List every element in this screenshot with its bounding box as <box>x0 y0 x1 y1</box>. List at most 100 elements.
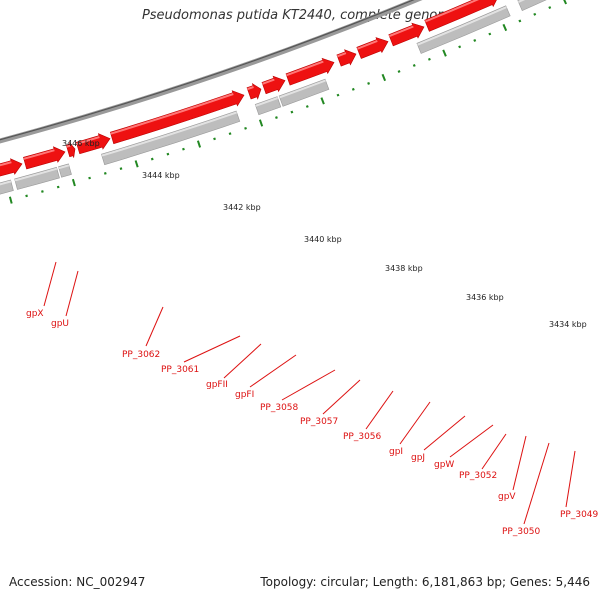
inner-tick-minor <box>488 32 492 36</box>
gene-label-gpj: gpJ <box>411 453 425 463</box>
gene-bar-1 <box>0 179 14 195</box>
gene-label-gpi: gpI <box>389 447 403 457</box>
genome-backbone <box>0 0 423 144</box>
inner-tick-minor <box>275 116 278 119</box>
backbone-edge <box>0 0 415 141</box>
gene-label-pp-3058: PP_3058 <box>260 403 299 413</box>
gene-label-pp-3049: PP_3049 <box>560 510 599 520</box>
inner-tick-major <box>8 196 13 204</box>
gene-arrow-10 <box>356 37 389 59</box>
inner-tick-minor <box>412 63 416 67</box>
scale-labels: 3446 kbp 3444 kbp 3442 kbp 3440 kbp 3438 kbp… <box>62 139 587 329</box>
backbone-line <box>0 0 423 144</box>
gene-label-gpfii: gpFII <box>206 380 228 390</box>
inner-tick-minor <box>182 147 185 151</box>
inner-tick-major <box>563 0 568 5</box>
gene-label-gpw: gpW <box>434 460 454 470</box>
inner-tick-minor <box>228 132 232 136</box>
gene-arrow-11 <box>388 22 425 47</box>
leader-gpfi <box>249 354 297 388</box>
gene-arrow-2 <box>23 146 66 170</box>
inner-tick-minor <box>397 70 401 73</box>
inner-tick-minor <box>533 12 537 16</box>
inner-tick-major <box>196 140 202 148</box>
inner-tick-minor <box>166 152 170 156</box>
scale-label-3436-kbp: 3436 kbp <box>466 293 504 302</box>
gene-label-pp-3050: PP_3050 <box>502 527 541 537</box>
leader-gpw <box>449 424 494 458</box>
inner-tick-minor <box>88 176 91 180</box>
gene-bar-8 <box>517 0 547 11</box>
scale-label-3440-kbp: 3440 kbp <box>304 235 342 244</box>
inner-tick-minor <box>150 157 154 161</box>
inner-tick-major <box>71 178 76 187</box>
inner-tick-major <box>381 73 387 82</box>
leader-gpj <box>423 415 466 451</box>
gene-bar-4 <box>101 110 241 166</box>
inner-tick-minor <box>427 57 431 61</box>
gene-arrow-1 <box>0 158 23 177</box>
gene-label-gpx: gpX <box>26 309 44 319</box>
gene-bar-3 <box>58 163 72 178</box>
scale-label-3442-kbp: 3442 kbp <box>223 203 261 212</box>
gene-label-pp-3056: PP_3056 <box>343 432 382 442</box>
scale-label-3446-kbp: 3446 kbp <box>62 139 100 148</box>
leader-gpi <box>399 401 431 445</box>
inner-tick-minor <box>367 82 371 85</box>
gene-bar-6 <box>278 78 330 107</box>
inner-tick-minor <box>25 194 28 198</box>
gene-arrow-6 <box>246 83 262 100</box>
gene-bar-5 <box>254 96 282 116</box>
gene-label-gpu: gpU <box>51 319 69 329</box>
leader-pp-3050 <box>523 442 550 525</box>
inner-tick-minor <box>518 19 522 23</box>
leader-gpu <box>65 270 79 317</box>
inner-tick-minor <box>213 137 216 141</box>
leader-pp-3062 <box>145 306 164 347</box>
inner-tick-minor <box>103 171 107 175</box>
gene-arrow-3 <box>65 142 76 158</box>
gene-arrow-12 <box>424 0 497 32</box>
inner-tick-minor <box>548 6 552 10</box>
gene-label-pp-3061: PP_3061 <box>161 365 199 375</box>
gene-bar-2 <box>14 166 60 190</box>
gene-label-pp-3062: PP_3062 <box>122 350 160 360</box>
inner-tick-minor <box>56 185 60 189</box>
inner-tick-minor <box>458 45 462 49</box>
inner-tick-minor <box>119 167 123 171</box>
gene-arrow-9 <box>336 49 357 67</box>
gene-labels: gpXgpUPP_3062PP_3061gpFIIgpFIPP_3058PP_3… <box>26 261 599 537</box>
gene-arrow-5 <box>109 90 245 145</box>
leader-pp-3061 <box>183 335 241 363</box>
scale-label-3434-kbp: 3434 kbp <box>549 320 587 329</box>
leader-pp-3058 <box>281 369 336 401</box>
gene-label-pp-3057: PP_3057 <box>300 417 338 427</box>
inner-tick-major <box>442 49 447 57</box>
gene-label-gpfi: gpFI <box>235 390 254 400</box>
leader-pp-3056 <box>365 390 394 430</box>
gene-arrow-7 <box>261 75 286 95</box>
gene-track <box>0 0 547 195</box>
inner-scale-ticks <box>8 0 568 204</box>
gene-label-gpv: gpV <box>498 492 516 502</box>
inner-tick-minor <box>305 105 309 108</box>
gene-label-pp-3052: PP_3052 <box>459 471 497 481</box>
inner-tick-minor <box>473 38 477 42</box>
gene-bar-7 <box>416 5 511 54</box>
leader-gpx <box>43 261 57 307</box>
inner-tick-minor <box>41 190 44 193</box>
leader-gpv <box>512 435 527 491</box>
genome-info-text: Topology: circular; Length: 6,181,863 bp… <box>260 575 590 589</box>
inner-tick-minor <box>336 93 340 97</box>
leader-pp-3057 <box>322 379 361 415</box>
map-title: Pseudomonas putida KT2440, complete geno… <box>141 8 459 23</box>
inner-tick-major <box>134 160 139 168</box>
leader-pp-3052 <box>481 433 507 470</box>
scale-label-3438-kbp: 3438 kbp <box>385 264 423 273</box>
scale-label-3444-kbp: 3444 kbp <box>142 171 180 180</box>
inner-tick-major <box>320 97 325 105</box>
inner-tick-minor <box>351 87 355 91</box>
gene-arrow-8 <box>285 57 335 86</box>
inner-tick-minor <box>290 110 294 114</box>
